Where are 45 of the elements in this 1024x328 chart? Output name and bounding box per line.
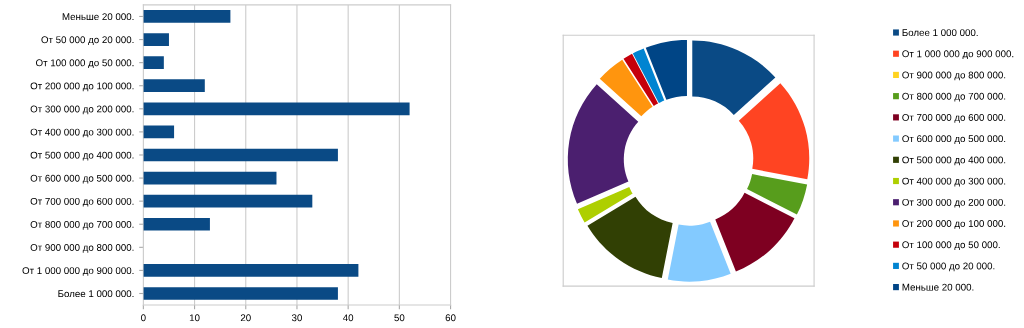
- bar: [143, 102, 410, 116]
- y-tick-label: От 400 000 до 300 000.: [30, 128, 134, 138]
- y-tick-label: От 800 000 до 700 000.: [30, 220, 134, 230]
- bar: [143, 33, 169, 46]
- legend-label: Более 1 000 000.: [902, 29, 978, 37]
- bar: [143, 125, 175, 139]
- y-tick-label: От 50 000 до 20 000.: [41, 36, 134, 46]
- bar: [143, 56, 164, 69]
- bar: [143, 287, 338, 300]
- x-tick-label: 0: [141, 314, 146, 322]
- legend-label: От 50 000 до 20 000.: [902, 262, 995, 272]
- legend-label: От 1 000 000 до 900 000.: [902, 50, 1014, 60]
- bar: [143, 10, 231, 23]
- x-tick-label: 30: [291, 314, 302, 322]
- legend-label: Меньше 20 000.: [902, 283, 974, 291]
- x-tick-label: 20: [240, 314, 251, 322]
- y-tick-label: От 200 000 до 100 000.: [30, 82, 134, 92]
- legend-label: От 800 000 до 700 000.: [902, 92, 1006, 102]
- y-tick-label: От 500 000 до 400 000.: [30, 151, 134, 161]
- bar: [143, 79, 205, 93]
- legend-label: От 500 000 до 400 000.: [902, 156, 1006, 166]
- legend-label: От 100 000 до 50 000.: [902, 241, 1000, 251]
- legend-label: От 600 000 до 500 000.: [902, 135, 1006, 144]
- bar: [143, 194, 313, 208]
- y-tick-label: Меньше 20 000.: [62, 13, 134, 21]
- bar: [143, 148, 338, 162]
- y-tick-label: От 700 000 до 600 000.: [30, 197, 134, 207]
- bar: [143, 217, 210, 231]
- y-tick-label: Более 1 000 000.: [58, 290, 134, 298]
- bar: [143, 171, 277, 185]
- x-tick-label: 50: [394, 314, 405, 322]
- legend-label: От 900 000 до 800 000.: [902, 71, 1006, 81]
- y-tick-label: От 600 000 до 500 000.: [30, 174, 134, 184]
- legend-label: От 200 000 до 100 000.: [902, 220, 1006, 229]
- x-tick-label: 10: [189, 314, 200, 322]
- y-tick-label: От 1 000 000 до 900 000.: [22, 267, 134, 276]
- x-tick-label: 60: [445, 314, 456, 322]
- legend-label: От 400 000 до 300 000.: [902, 177, 1006, 187]
- y-tick-label: От 300 000 до 200 000.: [30, 105, 134, 115]
- legend-label: От 700 000 до 600 000.: [902, 114, 1006, 123]
- y-tick-label: От 900 000 до 800 000.: [30, 244, 134, 253]
- y-tick-label: От 100 000 до 50 000.: [36, 59, 134, 69]
- x-tick-label: 40: [342, 314, 354, 322]
- legend-label: От 300 000 до 200 000.: [902, 198, 1006, 208]
- bar: [143, 264, 359, 277]
